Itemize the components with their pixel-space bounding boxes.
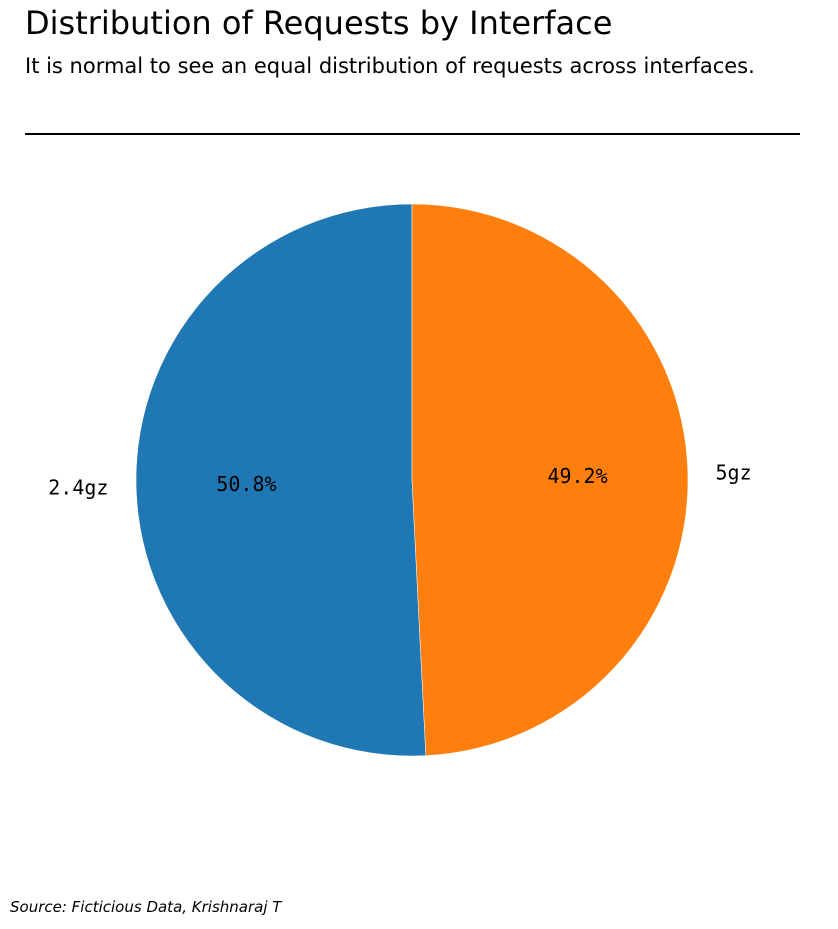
title-divider — [25, 133, 800, 135]
chart-subtitle: It is normal to see an equal distributio… — [25, 54, 755, 78]
pie-category-label: 2.4gz — [48, 476, 108, 500]
pie-slice-2.4gz — [135, 203, 427, 757]
pie-percent-label: 49.2% — [547, 464, 607, 488]
source-note: Source: Ficticious Data, Krishnaraj T — [10, 898, 282, 916]
chart-title: Distribution of Requests by Interface — [25, 4, 613, 42]
pie-category-label: 5gz — [716, 460, 752, 484]
pie-labels: 50.8% 2.4gz 49.2% 5gz — [48, 460, 751, 499]
pie-slice-5gz — [411, 203, 689, 756]
pie-slices — [135, 203, 689, 757]
pie-percent-label: 50.8% — [216, 472, 276, 496]
